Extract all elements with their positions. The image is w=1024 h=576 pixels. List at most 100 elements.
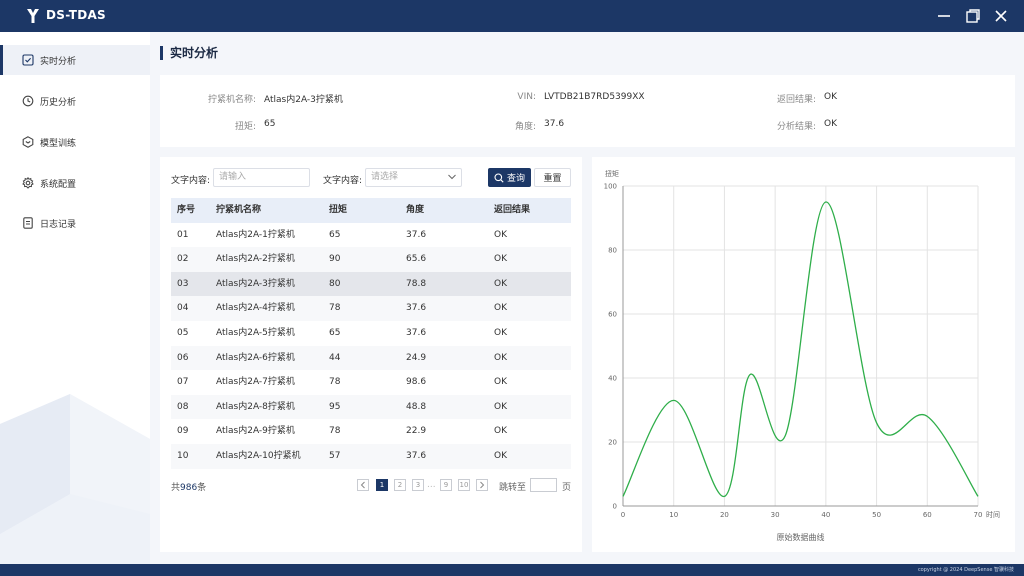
minimize-icon[interactable] [936,8,952,24]
chevron-right-icon [480,481,485,489]
y-tick-label: 100 [604,183,617,191]
table-cell: 78 [329,377,341,388]
page-suffix-label: 页 [562,483,572,493]
table-row[interactable]: 07 Atlas内2A-7拧紧机 78 98.6 OK [171,370,571,395]
sidebar-item-label: 历史分析 [40,97,77,108]
history-clock-icon [22,95,34,107]
y-tick-label: 60 [608,311,617,319]
chevron-left-icon [360,481,365,489]
table-cell: Atlas内2A-9拧紧机 [216,426,295,437]
sidebar-item-realtime-analysis[interactable]: 实时分析 [0,45,150,75]
tool-name-value: Atlas内2A-3拧紧机 [264,95,343,105]
torque-label: 扭矩: [234,122,256,132]
page-button-9[interactable]: 9 [440,479,452,491]
sidebar-item-label: 实时分析 [40,56,77,67]
reset-button[interactable]: 重置 [534,168,571,187]
column-header: 扭矩 [329,205,348,215]
return-result-label: 返回结果: [776,95,816,105]
info-card: 拧紧机名称: Atlas内2A-3拧紧机 扭矩: 65 VIN: LVTDB21… [160,75,1015,147]
chart-caption: 原始数据曲线 [777,532,825,542]
angle-value: 37.6 [544,119,565,129]
copyright-text: copyright @ 2024 DeepSense 智骥科技 [917,567,1014,573]
page-button-10[interactable]: 10 [458,479,470,491]
x-tick-label: 0 [621,511,625,519]
filter-select[interactable]: 请选择 [365,168,462,187]
title-bar: DS-TDAS [0,0,1024,32]
sidebar-decoration [0,394,150,564]
query-button[interactable]: 查询 [488,168,531,187]
table-cell: 44 [329,352,341,363]
table-cell: Atlas内2A-6拧紧机 [216,352,295,363]
text-input[interactable]: 请输入 [213,168,310,187]
table-cell: OK [494,303,507,314]
table-cell: Atlas内2A-1拧紧机 [216,229,295,240]
table-row[interactable]: 01 Atlas内2A-1拧紧机 65 37.6 OK [171,223,571,248]
table-row[interactable]: 05 Atlas内2A-5拧紧机 65 37.6 OK [171,321,571,346]
analysis-result-value: OK [824,119,837,129]
table-cell: 37.6 [406,229,427,240]
page-button-2[interactable]: 2 [394,479,406,491]
maximize-icon[interactable] [965,8,981,24]
table-row[interactable]: 02 Atlas内2A-2拧紧机 90 65.6 OK [171,247,571,272]
table-cell: 22.9 [406,426,427,437]
table-cell: OK [494,278,507,289]
sidebar-item-system-config[interactable]: 系统配置 [0,168,150,198]
column-header: 序号 [177,205,196,215]
chart-panel: 0 20 40 60 80 100 0 10 20 30 40 50 60 70 扭矩 时间 原始数据曲线 [592,157,1015,552]
table-cell: 03 [177,278,189,289]
app-logo-icon [27,9,39,23]
chart-check-icon [22,54,34,66]
table-cell: Atlas内2A-3拧紧机 [216,278,295,289]
vin-value: LVTDB21B7RD5399XX [544,92,645,102]
sidebar-item-history-analysis[interactable]: 历史分析 [0,86,150,116]
analysis-result-label: 分析结果: [776,122,816,132]
table-cell: 37.6 [406,450,427,461]
page-button-1[interactable]: 1 [376,479,388,491]
x-tick-label: 50 [872,511,881,519]
table-cell: Atlas内2A-5拧紧机 [216,327,295,338]
x-tick-label: 20 [720,511,729,519]
table-cell: OK [494,401,507,412]
filter-text-label: 文字内容: [171,176,211,186]
footer: copyright @ 2024 DeepSense 智骥科技 [0,564,1024,576]
close-icon[interactable] [993,8,1009,24]
table-row[interactable]: 03 Atlas内2A-3拧紧机 80 78.8 OK [171,271,571,297]
jump-page-input[interactable] [530,478,557,492]
gear-icon [22,177,34,189]
page-button-3[interactable]: 3 [412,479,424,491]
prev-page-button[interactable] [357,479,369,491]
app-title: DS-TDAS [46,8,106,22]
table-cell: 02 [177,254,189,265]
y-axis-label: 扭矩 [605,169,619,178]
table-cell: 37.6 [406,327,427,338]
table-cell: 57 [329,450,341,461]
search-icon [494,172,504,183]
table-row[interactable]: 04 Atlas内2A-4拧紧机 78 37.6 OK [171,296,571,321]
table-cell: OK [494,229,507,240]
page-ellipsis: ... [427,480,436,490]
x-tick-label: 60 [923,511,932,519]
table-header-row: 序号 拧紧机名称 扭矩 角度 返回结果 [171,198,571,223]
x-tick-label: 10 [669,511,678,519]
table-cell: 65 [329,229,341,240]
table-row[interactable]: 10 Atlas内2A-10拧紧机 57 37.6 OK [171,443,571,469]
table-row[interactable]: 06 Atlas内2A-6拧紧机 44 24.9 OK [171,345,571,371]
sidebar-item-log-records[interactable]: 日志记录 [0,208,150,238]
sidebar: 实时分析 历史分析 模型训练 系统配置 日志记录 [0,32,150,564]
next-page-button[interactable] [476,479,488,491]
total-count: 共986条 [171,483,207,493]
sidebar-item-label: 日志记录 [40,219,77,230]
sidebar-item-model-training[interactable]: 模型训练 [0,127,150,157]
table-cell: 24.9 [406,352,427,363]
table-cell: 78.8 [406,278,427,289]
table-cell: OK [494,450,507,461]
data-table: 序号 拧紧机名称 扭矩 角度 返回结果 01 Atlas内2A-1拧紧机 65 37.… [171,198,571,469]
table-cell: 06 [177,352,189,363]
table-row[interactable]: 08 Atlas内2A-8拧紧机 95 48.8 OK [171,394,571,420]
select-placeholder: 请选择 [371,172,399,182]
chevron-down-icon [448,174,456,180]
table-row[interactable]: 09 Atlas内2A-9拧紧机 78 22.9 OK [171,419,571,444]
column-header: 返回结果 [494,205,531,215]
table-cell: OK [494,327,507,338]
